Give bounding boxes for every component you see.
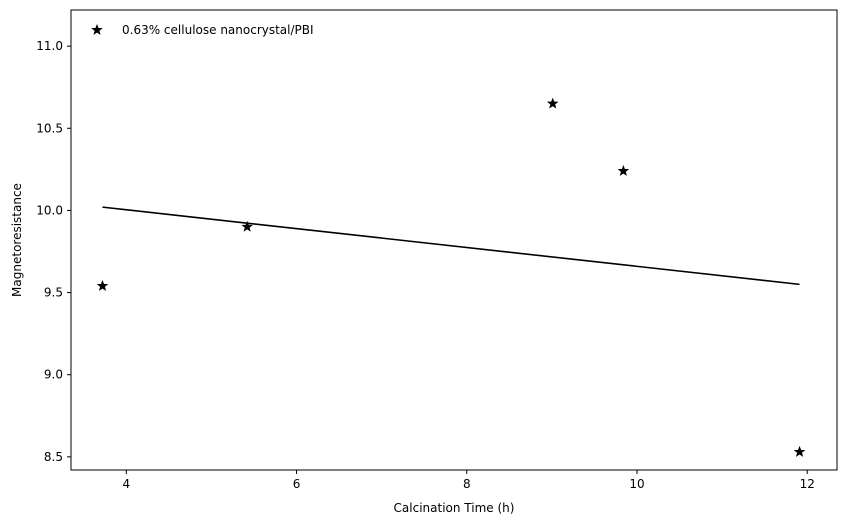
data-point-star: [241, 220, 253, 232]
x-axis-label: Calcination Time (h): [394, 501, 515, 515]
x-tick-label: 6: [293, 477, 301, 491]
x-tick-label: 12: [800, 477, 815, 491]
plot-frame: [70, 9, 838, 471]
data-point-star: [96, 279, 109, 291]
y-tick-label: 10.5: [36, 121, 63, 135]
x-axis-ticks: 4 6 8 10 12: [123, 470, 815, 491]
x-tick-label: 10: [629, 477, 644, 491]
legend: 0.63% cellulose nanocrystal/PBI: [91, 23, 314, 37]
data-point-star: [617, 164, 630, 176]
trend-line: [102, 206, 800, 286]
x-tick-label: 8: [463, 477, 471, 491]
x-tick-label: 4: [123, 477, 131, 491]
legend-entry-label: 0.63% cellulose nanocrystal/PBI: [122, 23, 314, 37]
y-axis-label: Magnetoresistance: [10, 183, 24, 297]
y-axis-ticks: 8.5 9.0 9.5 10.0 10.5 11.0: [36, 39, 71, 464]
y-tick-label: 10.0: [36, 203, 63, 217]
legend-marker-star: [91, 23, 103, 35]
data-points: [96, 97, 806, 457]
data-point-star: [546, 97, 559, 109]
y-tick-label: 11.0: [36, 39, 63, 53]
y-tick-label: 8.5: [44, 450, 63, 464]
y-tick-label: 9.5: [44, 286, 63, 300]
data-point-star: [793, 445, 806, 457]
y-tick-label: 9.0: [44, 368, 63, 382]
plot-area: [70, 9, 838, 471]
